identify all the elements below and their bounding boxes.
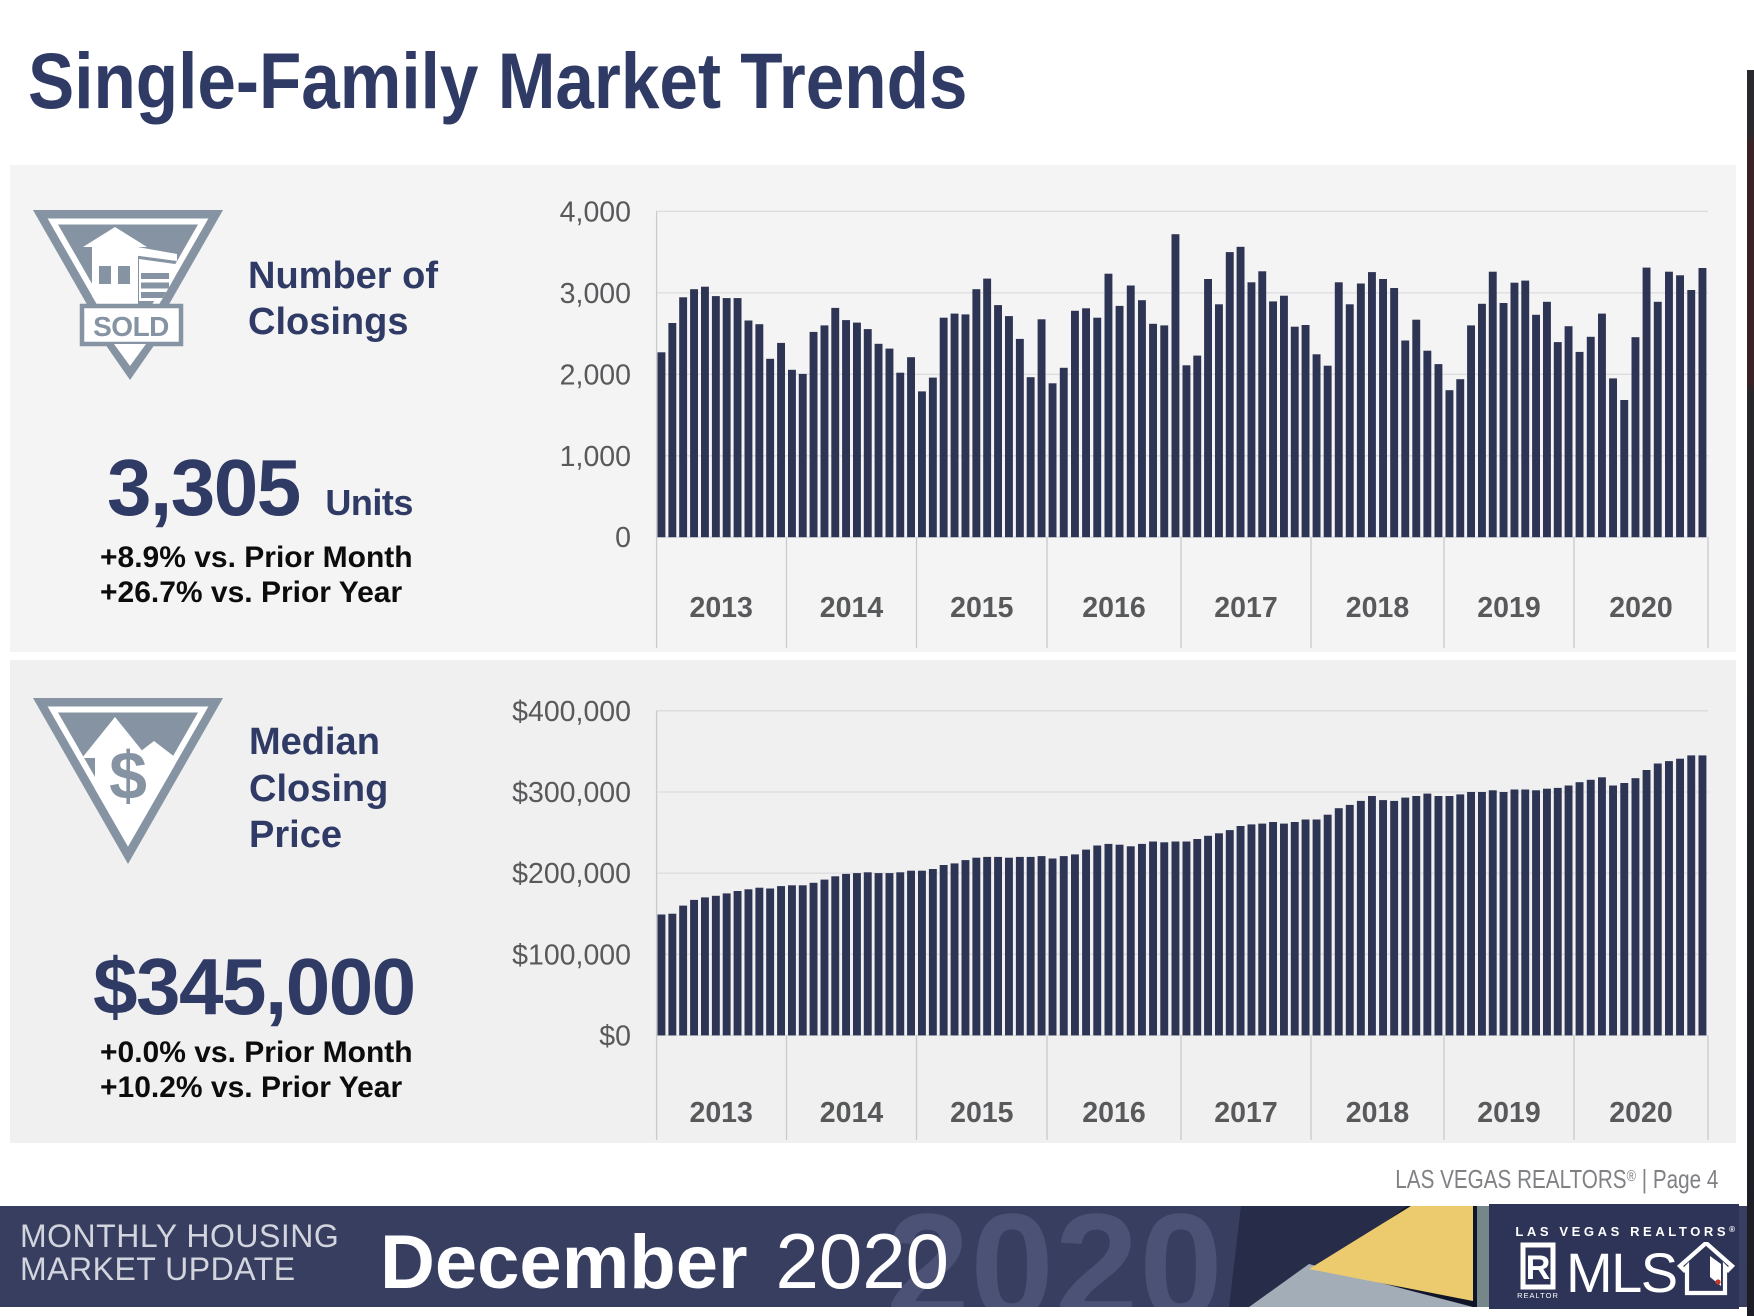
- svg-text:$: $: [109, 738, 147, 814]
- svg-text:$0: $0: [599, 1020, 631, 1052]
- svg-text:2020: 2020: [1609, 592, 1672, 624]
- svg-text:2016: 2016: [1082, 1097, 1145, 1129]
- svg-text:2018: 2018: [1346, 592, 1409, 624]
- svg-text:2014: 2014: [820, 592, 884, 624]
- svg-text:1,000: 1,000: [560, 441, 631, 473]
- svg-text:R: R: [1526, 1249, 1551, 1287]
- svg-text:2018: 2018: [1346, 1097, 1409, 1129]
- svg-text:2017: 2017: [1214, 1097, 1277, 1129]
- svg-text:3,000: 3,000: [560, 278, 631, 310]
- svg-text:2014: 2014: [820, 1097, 884, 1129]
- svg-text:2019: 2019: [1477, 1097, 1540, 1129]
- svg-text:$100,000: $100,000: [512, 939, 631, 971]
- svg-text:2,000: 2,000: [560, 359, 631, 391]
- svg-text:2020: 2020: [1609, 1097, 1672, 1129]
- svg-text:2013: 2013: [689, 1097, 752, 1129]
- svg-text:MLS: MLS: [1566, 1242, 1677, 1302]
- svg-text:2015: 2015: [950, 592, 1014, 624]
- svg-text:$400,000: $400,000: [512, 696, 631, 728]
- svg-text:SOLD: SOLD: [93, 311, 169, 342]
- svg-text:2015: 2015: [950, 1097, 1014, 1129]
- svg-text:$300,000: $300,000: [512, 777, 631, 809]
- svg-text:2016: 2016: [1082, 592, 1145, 624]
- svg-text:2017: 2017: [1214, 592, 1277, 624]
- svg-text:$200,000: $200,000: [512, 858, 631, 890]
- svg-text:0: 0: [615, 522, 631, 554]
- svg-text:2019: 2019: [1477, 592, 1540, 624]
- svg-text:4,000: 4,000: [560, 196, 631, 228]
- svg-text:2013: 2013: [689, 592, 752, 624]
- svg-text:REALTOR: REALTOR: [1517, 1291, 1559, 1300]
